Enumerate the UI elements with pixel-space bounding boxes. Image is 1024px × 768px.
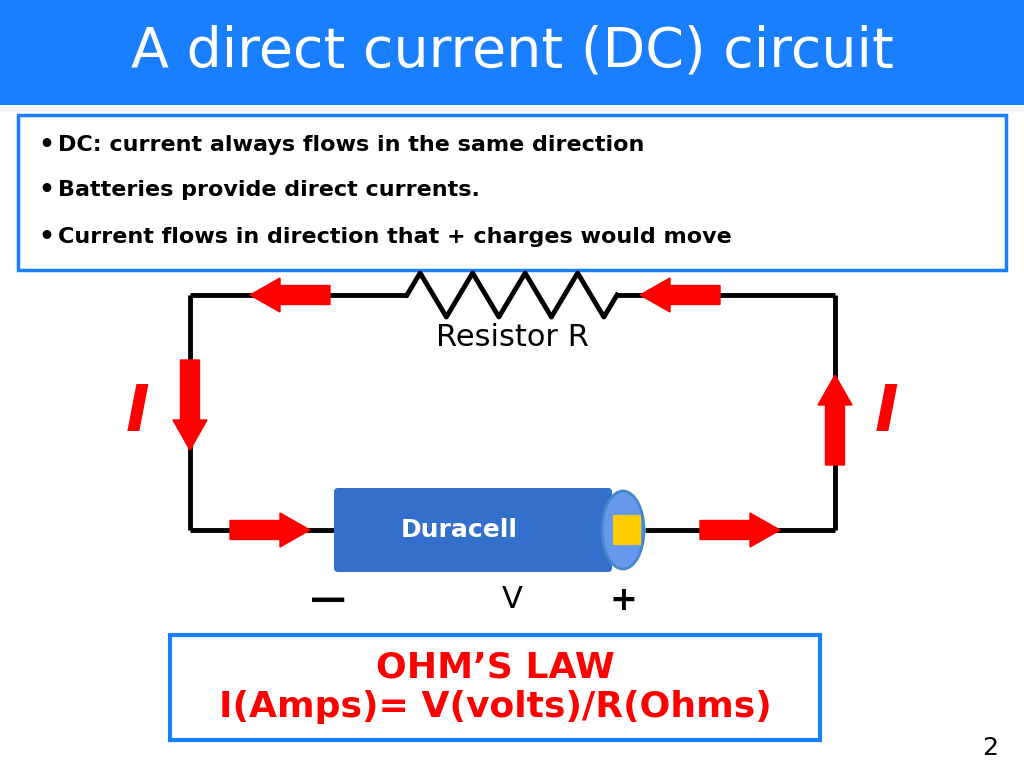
Bar: [613, 515, 641, 545]
FancyArrow shape: [700, 513, 780, 547]
FancyArrow shape: [818, 375, 852, 465]
Text: Batteries provide direct currents.: Batteries provide direct currents.: [58, 180, 480, 200]
Text: •: •: [38, 178, 54, 202]
Text: I(Amps)= V(volts)/R(Ohms): I(Amps)= V(volts)/R(Ohms): [219, 690, 771, 724]
Text: OHM’S LAW: OHM’S LAW: [376, 651, 614, 685]
Text: —: —: [310, 583, 346, 617]
FancyBboxPatch shape: [334, 488, 612, 572]
Bar: [170, 635, 820, 740]
Text: •: •: [38, 133, 54, 157]
Text: I: I: [126, 382, 150, 444]
Text: I: I: [876, 382, 899, 444]
FancyArrow shape: [250, 278, 330, 312]
FancyArrow shape: [640, 278, 720, 312]
Text: V: V: [502, 585, 522, 614]
FancyArrow shape: [230, 513, 310, 547]
Text: 2: 2: [982, 736, 998, 760]
Text: +: +: [609, 584, 637, 617]
Text: Resistor R: Resistor R: [435, 323, 589, 352]
Bar: [18, 115, 1006, 270]
Ellipse shape: [602, 491, 644, 569]
FancyArrow shape: [173, 360, 207, 450]
Bar: [0, 0, 1024, 105]
Text: •: •: [38, 225, 54, 249]
Text: A direct current (DC) circuit: A direct current (DC) circuit: [131, 25, 893, 79]
Text: DC: current always flows in the same direction: DC: current always flows in the same dir…: [58, 135, 644, 155]
Text: Current flows in direction that + charges would move: Current flows in direction that + charge…: [58, 227, 732, 247]
Text: Duracell: Duracell: [401, 518, 518, 542]
